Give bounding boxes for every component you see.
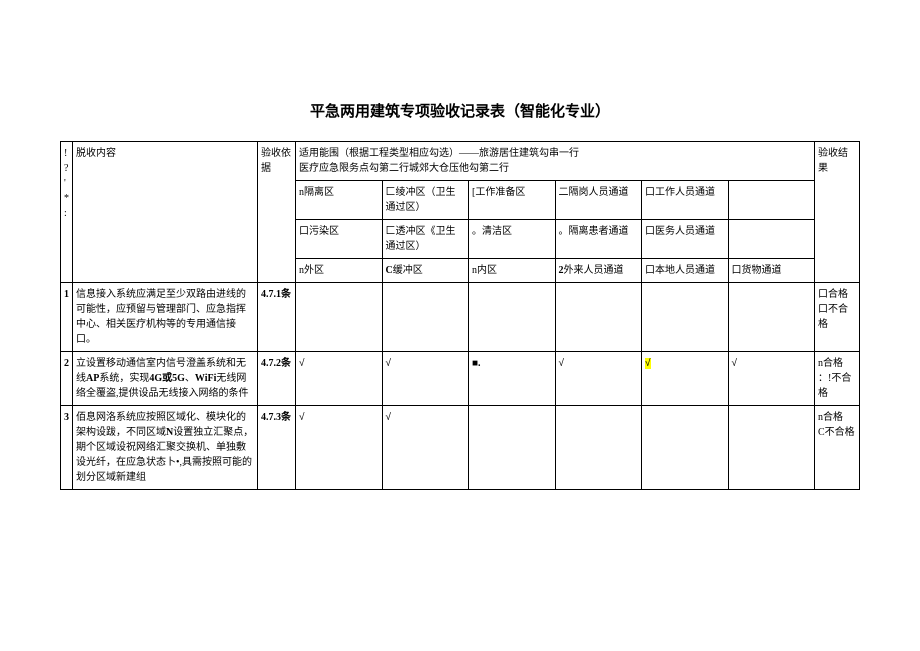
header-content: 脱收内容 xyxy=(73,142,258,283)
table-row: 1 信息接入系统应满足至少双路由进线的可能性，应预留与管理部门、应急指挥中心、相… xyxy=(61,283,860,352)
page-title: 平急两用建筑专项验收记录表（智能化专业） xyxy=(60,100,860,121)
row-cell xyxy=(642,406,729,490)
header-result: 验收结果 xyxy=(815,142,860,283)
scope-cell: n隔离区 xyxy=(296,181,383,220)
scope-cell: 口污染区 xyxy=(296,220,383,259)
row-basis: 4.7.1条 xyxy=(258,283,296,352)
header-basis: 验收依据 xyxy=(258,142,296,283)
scope-cell: 。清洁区 xyxy=(469,220,556,259)
row-cell xyxy=(469,406,556,490)
scope-cell: 二隔岗人员通道 xyxy=(555,181,642,220)
header-num: !?' *: xyxy=(61,142,73,283)
row-cell xyxy=(555,283,642,352)
scope-cell xyxy=(728,181,815,220)
header-row-1: !?' *: 脱收内容 验收依据 适用能围（根据工程类型相应勾选）——旅游居住建… xyxy=(61,142,860,181)
row-content: 佰息网洛系统应按照区域化、模块化的架构设跋，不同区域N设置独立汇聚点，期个区域设… xyxy=(73,406,258,490)
row-num: 2 xyxy=(61,352,73,406)
row-cell: √ xyxy=(642,352,729,406)
scope-cell: 。隔离患者通道 xyxy=(555,220,642,259)
scope-cell: 匚透冲区《卫生通过区） xyxy=(382,220,469,259)
scope-text: 缓冲区 xyxy=(393,265,423,276)
header-scope: 适用能围（根据工程类型相应勾选）——旅游居住建筑勾串一行 医疗应急限务点勾第二行… xyxy=(296,142,815,181)
row-num: 1 xyxy=(61,283,73,352)
row-content: 信息接入系统应满足至少双路由进线的可能性，应预留与管理部门、应急指挥中心、相关医… xyxy=(73,283,258,352)
row-cell xyxy=(728,406,815,490)
row-basis: 4.7.2条 xyxy=(258,352,296,406)
row-result: 口合格 口不合格 xyxy=(815,283,860,352)
row-cell xyxy=(296,283,383,352)
row-cell: √ xyxy=(296,406,383,490)
scope-cell xyxy=(728,220,815,259)
row-cell: √ xyxy=(382,406,469,490)
row-cell xyxy=(469,283,556,352)
scope-cell: 匚绫冲区（卫生通过区） xyxy=(382,181,469,220)
table-row: 3 佰息网洛系统应按照区域化、模块化的架构设跋，不同区域N设置独立汇聚点，期个区… xyxy=(61,406,860,490)
row-basis: 4.7.3条 xyxy=(258,406,296,490)
table-row: 2 立设置移动通信室内信号澄盖系统和无线AP系统，实现4G或5G、WiFi无线网… xyxy=(61,352,860,406)
row-cell: √ xyxy=(382,352,469,406)
highlight: √ xyxy=(645,358,651,369)
row-cell xyxy=(642,283,729,352)
scope-text: 外来人员通道 xyxy=(564,265,624,276)
row-cell xyxy=(728,283,815,352)
row-cell: √ xyxy=(555,352,642,406)
scope-cell: [工作准备区 xyxy=(469,181,556,220)
row-result: n合格 C不合格 xyxy=(815,406,860,490)
scope-cell: n外区 xyxy=(296,259,383,283)
row-content: 立设置移动通信室内信号澄盖系统和无线AP系统，实现4G或5G、WiFi无线网络全… xyxy=(73,352,258,406)
inspection-table: !?' *: 脱收内容 验收依据 适用能围（根据工程类型相应勾选）——旅游居住建… xyxy=(60,141,860,490)
row-result: n合格 ：!不合格 xyxy=(815,352,860,406)
scope-cell: 口货物通道 xyxy=(728,259,815,283)
scope-cell: 口工作人员通道 xyxy=(642,181,729,220)
row-cell xyxy=(555,406,642,490)
scope-cell: 口本地人员通道 xyxy=(642,259,729,283)
scope-cell: 2外来人员通道 xyxy=(555,259,642,283)
row-cell: √ xyxy=(296,352,383,406)
row-cell: ■. xyxy=(469,352,556,406)
scope-cell: n内区 xyxy=(469,259,556,283)
scope-cell: C缓冲区 xyxy=(382,259,469,283)
scope-cell: 口医务人员通道 xyxy=(642,220,729,259)
row-cell: √ xyxy=(728,352,815,406)
row-num: 3 xyxy=(61,406,73,490)
row-cell xyxy=(382,283,469,352)
